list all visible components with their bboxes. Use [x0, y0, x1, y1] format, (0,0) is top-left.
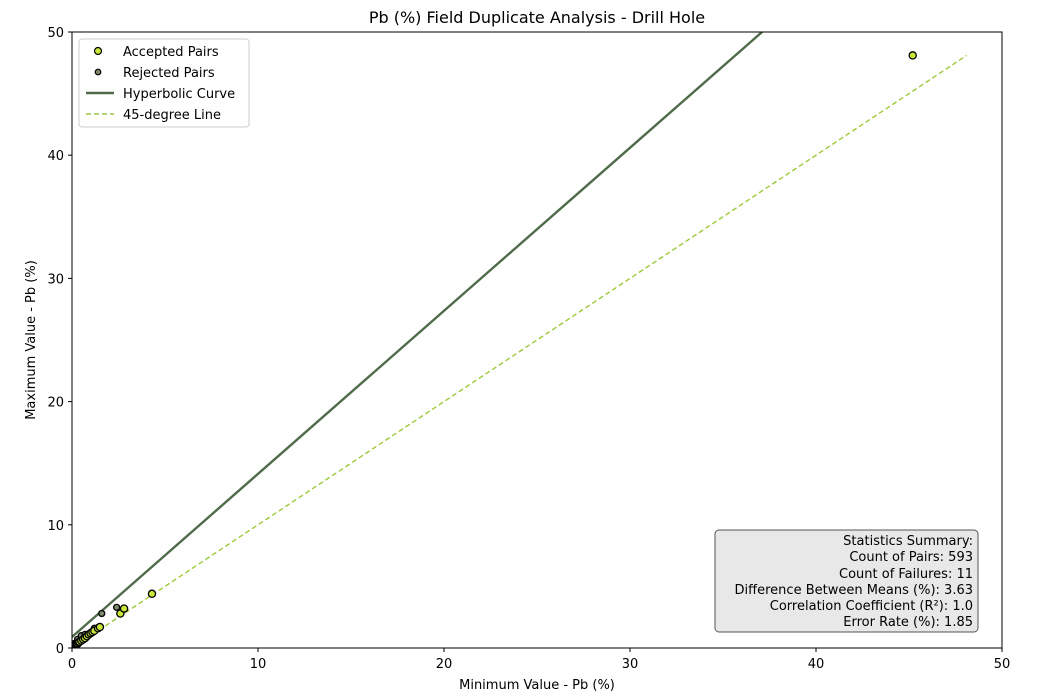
x-tick-label: 30 — [622, 657, 639, 672]
data-layer — [72, 32, 968, 648]
legend-item-45-degree: 45-degree Line — [86, 108, 221, 123]
accepted-pair-point — [147, 589, 157, 599]
statistics-count-of-failures: Count of Failures: 11 — [839, 567, 973, 582]
legend-frame — [78, 38, 250, 128]
plot-frame — [71, 31, 1003, 649]
legend: Accepted Pairs Rejected Pairs Hyperbolic… — [78, 38, 250, 128]
tick-layer: 0 10 20 30 40 50 0 10 20 30 40 50 — [47, 26, 1010, 672]
statistics-heading: Statistics Summary: — [843, 534, 973, 549]
x-axis-label: Minimum Value - Pb (%) — [459, 678, 615, 693]
y-axis-label: Maximum Value - Pb (%) — [24, 260, 39, 420]
forty-five-degree-line — [72, 54, 968, 648]
legend-label-hyperbolic: Hyperbolic Curve — [123, 87, 235, 102]
legend-label-accepted: Accepted Pairs — [123, 45, 219, 60]
y-tick-label: 50 — [47, 26, 64, 41]
accepted-pair-point — [95, 622, 105, 632]
legend-item-rejected: Rejected Pairs — [94, 66, 215, 81]
rejected-pair-point — [98, 609, 106, 618]
legend-item-hyperbolic: Hyperbolic Curve — [86, 87, 235, 102]
rejected-pair-point — [112, 603, 121, 611]
statistics-error-rate: Error Rate (%): 1.85 — [843, 615, 973, 630]
x-tick-label: 40 — [808, 657, 825, 672]
y-tick-label: 20 — [47, 396, 64, 411]
y-tick-label: 40 — [47, 149, 64, 164]
legend-item-accepted: Accepted Pairs — [93, 45, 219, 60]
y-tick-label: 10 — [47, 519, 64, 534]
legend-marker-accepted — [93, 46, 103, 56]
accepted-pair-point — [119, 604, 129, 613]
statistics-frame — [714, 529, 979, 633]
statistics-count-of-pairs: Count of Pairs: 593 — [849, 550, 973, 565]
statistics-box: Statistics Summary: Count of Pairs: 593 … — [714, 529, 979, 633]
legend-label-45-degree: 45-degree Line — [123, 108, 221, 123]
x-tick-label: 20 — [436, 657, 453, 672]
chart-title: Pb (%) Field Duplicate Analysis - Drill … — [369, 8, 705, 27]
y-tick-label: 30 — [47, 272, 64, 287]
x-tick-label: 10 — [250, 657, 267, 672]
x-tick-label: 0 — [68, 657, 76, 672]
accepted-pair-point — [908, 51, 917, 60]
legend-marker-rejected — [94, 68, 102, 76]
series-group — [72, 32, 968, 648]
statistics-difference-between-means: Difference Between Means (%): 3.63 — [735, 583, 973, 598]
y-tick-label: 0 — [56, 642, 64, 657]
hyperbolic-curve-line — [72, 32, 763, 638]
statistics-correlation-coefficient: Correlation Coefficient (R²): 1.0 — [770, 599, 973, 614]
x-tick-label: 50 — [994, 657, 1011, 672]
legend-label-rejected: Rejected Pairs — [123, 66, 215, 81]
